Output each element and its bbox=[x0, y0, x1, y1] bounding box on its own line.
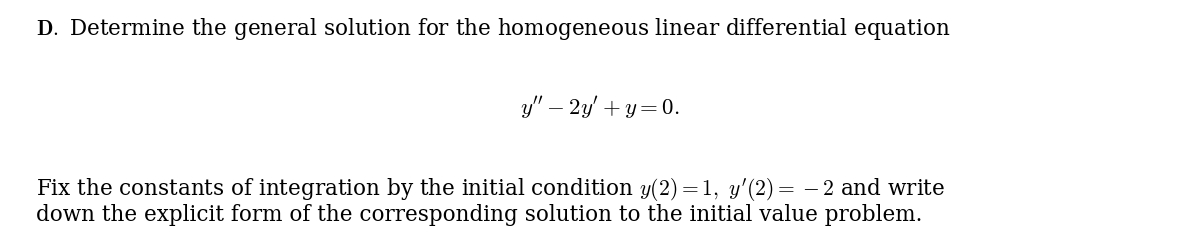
Text: $y'' - 2y' + y = 0.$: $y'' - 2y' + y = 0.$ bbox=[521, 95, 679, 121]
Text: $\mathbf{D.}$ Determine the general solution for the homogeneous linear differen: $\mathbf{D.}$ Determine the general solu… bbox=[36, 16, 950, 43]
Text: Fix the constants of integration by the initial condition $y(2) = 1,$ $y'(2) = -: Fix the constants of integration by the … bbox=[36, 176, 946, 204]
Text: down the explicit form of the corresponding solution to the initial value proble: down the explicit form of the correspond… bbox=[36, 204, 923, 226]
